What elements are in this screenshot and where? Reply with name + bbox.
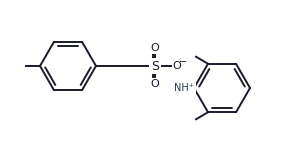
Text: O: O bbox=[173, 61, 181, 71]
Text: O: O bbox=[151, 43, 159, 53]
Text: −: − bbox=[179, 57, 187, 67]
Text: O: O bbox=[151, 79, 159, 89]
Text: NH⁺: NH⁺ bbox=[174, 83, 194, 93]
Text: S: S bbox=[151, 59, 159, 73]
